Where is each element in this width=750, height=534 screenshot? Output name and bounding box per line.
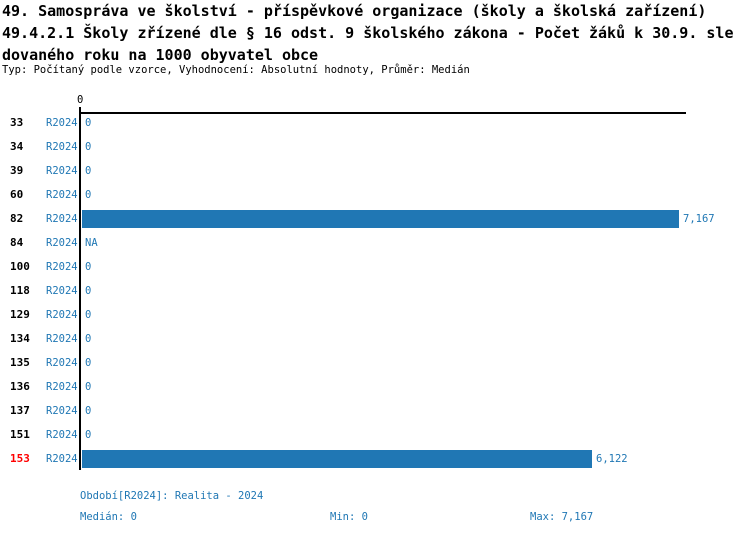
row-category-label: 82 xyxy=(10,212,24,225)
row-category-label: 153 xyxy=(10,452,30,465)
row-category-label: 39 xyxy=(10,164,24,177)
x-axis-line xyxy=(79,112,686,114)
row-period-label: R2024 xyxy=(46,141,78,153)
bar-value-label: 0 xyxy=(85,261,92,273)
chart-subtitle: Typ: Počítaný podle vzorce, Vyhodnocení:… xyxy=(2,64,470,76)
bar-value-label: 0 xyxy=(85,429,92,441)
chart-title-line-1: 49. Samospráva ve školství - příspěvkové… xyxy=(2,2,707,20)
bar-value-label: 0 xyxy=(85,309,92,321)
chart-title-line-3: dovaného roku na 1000 obyvatel obce xyxy=(2,46,319,64)
bar-value-label: 6,122 xyxy=(596,453,628,465)
row-category-label: 60 xyxy=(10,188,24,201)
row-period-label: R2024 xyxy=(46,381,78,393)
bar-value-label: 0 xyxy=(85,381,92,393)
row-period-label: R2024 xyxy=(46,165,78,177)
bar-value-label: 0 xyxy=(85,405,92,417)
footer-max-label: Max: 7,167 xyxy=(530,511,594,523)
bar-value-label: 0 xyxy=(85,141,92,153)
bar-value-label: 7,167 xyxy=(683,213,715,225)
row-category-label: 137 xyxy=(10,404,30,417)
row-period-label: R2024 xyxy=(46,405,78,417)
bar-value-label: 0 xyxy=(85,189,92,201)
row-category-label: 129 xyxy=(10,308,30,321)
footer-min-label: Min: 0 xyxy=(330,511,368,523)
row-period-label: R2024 xyxy=(46,189,78,201)
row-period-label: R2024 xyxy=(46,213,78,225)
row-period-label: R2024 xyxy=(46,429,78,441)
row-period-label: R2024 xyxy=(46,453,78,465)
y-axis-line xyxy=(79,107,81,470)
chart-title-line-2: 49.4.2.1 Školy zřízené dle § 16 odst. 9 … xyxy=(2,24,734,42)
row-category-label: 151 xyxy=(10,428,30,441)
row-category-label: 84 xyxy=(10,236,24,249)
row-period-label: R2024 xyxy=(46,285,78,297)
bar-value-label: 0 xyxy=(85,117,92,129)
row-period-label: R2024 xyxy=(46,261,78,273)
footer-period-label: Období[R2024]: Realita - 2024 xyxy=(80,490,264,502)
bar xyxy=(82,210,679,228)
row-period-label: R2024 xyxy=(46,117,78,129)
bar xyxy=(82,450,592,468)
row-category-label: 100 xyxy=(10,260,30,273)
row-period-label: R2024 xyxy=(46,237,78,249)
row-period-label: R2024 xyxy=(46,357,78,369)
row-category-label: 118 xyxy=(10,284,30,297)
row-category-label: 34 xyxy=(10,140,24,153)
row-category-label: 136 xyxy=(10,380,30,393)
bar-value-label: 0 xyxy=(85,333,92,345)
bar-value-label: 0 xyxy=(85,285,92,297)
bar-value-label: 0 xyxy=(85,357,92,369)
bar-value-label: 0 xyxy=(85,165,92,177)
row-period-label: R2024 xyxy=(46,333,78,345)
footer-median-label: Medián: 0 xyxy=(80,511,137,523)
row-category-label: 134 xyxy=(10,332,30,345)
bar-value-label: NA xyxy=(85,237,98,249)
row-category-label: 135 xyxy=(10,356,30,369)
row-category-label: 33 xyxy=(10,116,24,129)
x-axis-tick-label-0: 0 xyxy=(77,94,84,106)
row-period-label: R2024 xyxy=(46,309,78,321)
